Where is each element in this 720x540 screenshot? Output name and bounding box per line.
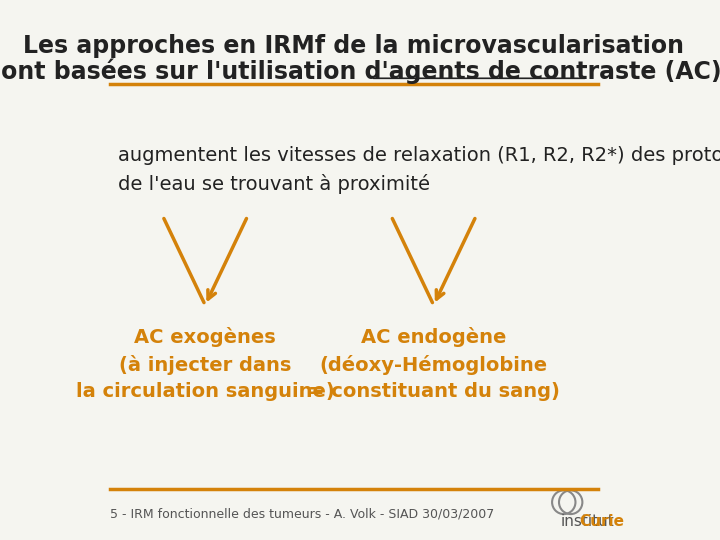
Text: 5 - IRM fonctionnelle des tumeurs - A. Volk - SIAD 30/03/2007: 5 - IRM fonctionnelle des tumeurs - A. V… (109, 508, 494, 521)
Text: Les approches en IRMf de la microvascularisation: Les approches en IRMf de la microvascula… (24, 34, 685, 58)
Text: Curie: Curie (580, 514, 625, 529)
Text: AC endogène
(déoxy-Hémoglobine
= constituant du sang): AC endogène (déoxy-Hémoglobine = constit… (307, 327, 559, 401)
Text: augmentent les vitesses de relaxation (R1, R2, R2*) des protons
de l'eau se trou: augmentent les vitesses de relaxation (R… (117, 146, 720, 194)
Text: institut: institut (561, 514, 615, 529)
Text: sont basées sur l'utilisation d'agents de contraste (AC): sont basées sur l'utilisation d'agents d… (0, 58, 720, 84)
Text: AC exogènes
(à injecter dans
la circulation sanguine): AC exogènes (à injecter dans la circulat… (76, 327, 335, 401)
